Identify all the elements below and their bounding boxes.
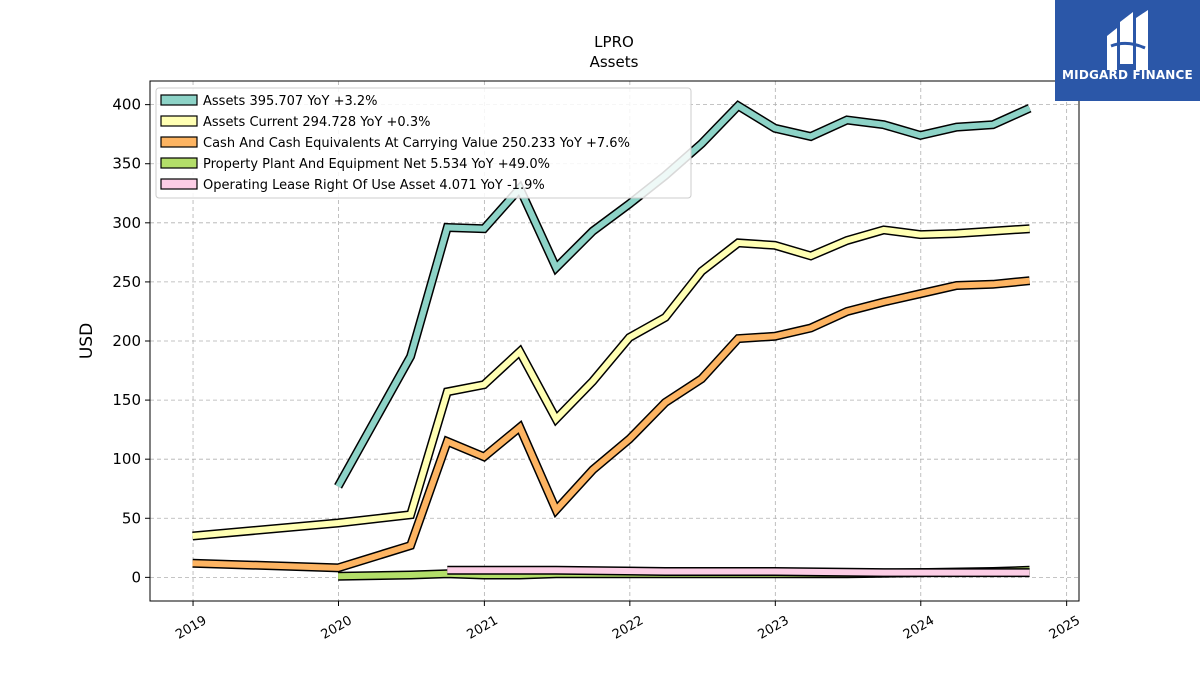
- y-tick-label: 150: [112, 391, 141, 409]
- legend-label: Cash And Cash Equivalents At Carrying Va…: [203, 136, 630, 151]
- legend-swatch: [160, 157, 198, 169]
- legend-swatch: [160, 178, 198, 190]
- chart-title: LPRO: [594, 33, 634, 51]
- legend-swatch: [160, 136, 198, 148]
- x-tick-label: 2022: [610, 613, 646, 643]
- y-tick-label: 200: [112, 332, 141, 350]
- y-tick-label: 0: [131, 568, 141, 586]
- y-tick-label: 400: [112, 96, 141, 114]
- series-operating-lease-right-of-use-asset-line: [447, 567, 1030, 576]
- y-axis-label: USD: [77, 323, 97, 359]
- legend-swatch: [160, 94, 198, 106]
- brand-name: MIDGARD FINANCE: [1062, 68, 1193, 82]
- x-tick-label: 2019: [173, 613, 209, 643]
- y-axis: 0 50 100 150 200 250 300 350 400: [112, 96, 150, 586]
- x-tick-label: 2021: [465, 613, 501, 643]
- y-tick-label: 50: [122, 509, 141, 527]
- x-tick-label: 2023: [755, 613, 791, 643]
- legend: Assets 395.707 YoY +3.2% Assets Current 2…: [155, 87, 692, 199]
- legend-label: Operating Lease Right Of Use Asset 4.071…: [203, 178, 545, 193]
- legend-swatch: [160, 115, 198, 127]
- series-assets-current-line: [192, 225, 1030, 539]
- chart-subtitle: Assets: [590, 53, 639, 71]
- x-tick-label: 2024: [901, 613, 937, 643]
- x-tick-label: 2025: [1047, 613, 1083, 643]
- x-axis: 2019 2020 2021 2022 2023 2024 2025: [173, 601, 1083, 643]
- y-tick-label: 300: [112, 214, 141, 232]
- y-tick-label: 100: [112, 450, 141, 468]
- legend-label: Property Plant And Equipment Net 5.534 Y…: [203, 157, 550, 172]
- series-cash-and-cash-equivalents-at-carrying-value-line: [192, 277, 1030, 571]
- series-assets-line: [335, 101, 1031, 488]
- x-tick-label: 2020: [319, 613, 355, 643]
- series-assets-current-outline: [192, 224, 1030, 541]
- legend-box: [155, 87, 692, 199]
- brand-mark-icon: [1107, 10, 1148, 70]
- y-tick-label: 350: [112, 155, 141, 173]
- series-lines: [192, 100, 1032, 581]
- y-tick-label: 250: [112, 273, 141, 291]
- brand-logo: MIDGARD FINANCE: [1055, 0, 1200, 101]
- legend-label: Assets Current 294.728 YoY +0.3%: [203, 115, 430, 130]
- legend-label: Assets 395.707 YoY +3.2%: [203, 94, 378, 109]
